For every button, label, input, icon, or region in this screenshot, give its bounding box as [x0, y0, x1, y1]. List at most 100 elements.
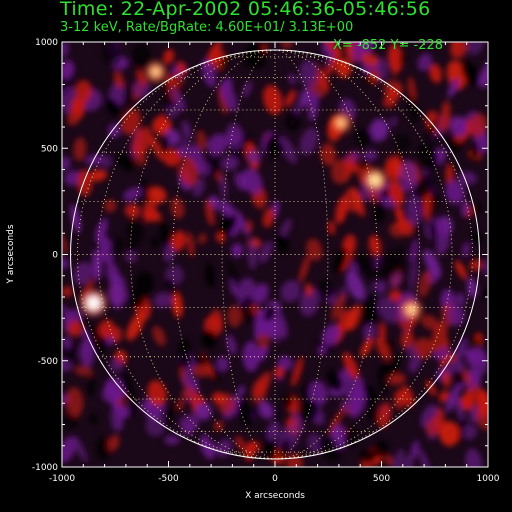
- emission-blob: [378, 364, 391, 376]
- emission-blob: [107, 434, 120, 452]
- emission-blob: [123, 82, 134, 107]
- emission-blob: [62, 42, 70, 58]
- emission-blob: [164, 72, 184, 88]
- emission-blob: [299, 59, 319, 89]
- emission-blob: [378, 250, 397, 282]
- emission-blob: [251, 405, 261, 419]
- emission-blob: [216, 439, 232, 458]
- emission-blob: [418, 270, 432, 298]
- emission-blob: [448, 359, 466, 372]
- emission-blob: [132, 43, 151, 69]
- emission-blob: [328, 409, 344, 434]
- longitude-line: [274, 49, 378, 460]
- emission-texture: [62, 42, 488, 467]
- emission-blob: [343, 188, 363, 213]
- emission-blob: [442, 371, 451, 388]
- emission-blob: [375, 337, 391, 361]
- emission-blob: [333, 247, 348, 274]
- emission-blob: [354, 129, 373, 146]
- emission-blob: [308, 91, 319, 122]
- emission-blob: [177, 397, 185, 411]
- emission-blob: [171, 87, 186, 112]
- emission-blob: [218, 211, 237, 239]
- emission-blob: [450, 116, 468, 137]
- emission-blob: [242, 341, 260, 372]
- longitude-line: [274, 49, 329, 460]
- emission-blob: [200, 434, 214, 459]
- emission-blob: [410, 440, 420, 460]
- emission-blob: [124, 250, 138, 263]
- emission-blob: [147, 186, 167, 204]
- emission-blob: [299, 87, 312, 108]
- emission-blob: [390, 44, 399, 76]
- emission-blob: [282, 392, 294, 408]
- emission-blob: [343, 424, 359, 448]
- emission-blob: [73, 137, 87, 162]
- emission-blob: [271, 309, 288, 339]
- emission-blob: [181, 120, 192, 141]
- emission-blob: [128, 402, 138, 417]
- emission-blob: [196, 129, 207, 151]
- emission-blob: [475, 407, 488, 431]
- emission-blob: [226, 334, 237, 355]
- emission-blob: [171, 290, 183, 319]
- emission-blob: [113, 70, 124, 89]
- emission-blob: [368, 234, 382, 256]
- emission-blob: [349, 403, 363, 414]
- emission-blob: [360, 384, 378, 408]
- emission-blob: [236, 435, 245, 451]
- emission-blob: [360, 336, 374, 358]
- emission-blob: [162, 148, 181, 167]
- emission-blob: [192, 364, 212, 378]
- emission-blob: [263, 85, 283, 115]
- emission-blob: [73, 435, 88, 463]
- emission-blob: [237, 385, 245, 397]
- longitude-line: [129, 49, 276, 460]
- x-tick-label: 500: [373, 474, 390, 484]
- emission-blob: [74, 365, 94, 377]
- emission-blob: [389, 354, 400, 380]
- emission-blob: [429, 63, 442, 84]
- emission-blob: [460, 199, 469, 218]
- emission-blob: [163, 401, 177, 429]
- emission-blob: [374, 201, 386, 224]
- emission-blob: [251, 379, 267, 404]
- emission-blob: [106, 97, 120, 117]
- emission-blob: [67, 319, 80, 337]
- emission-blob: [65, 387, 84, 418]
- emission-blob: [465, 448, 483, 467]
- emission-blob: [385, 455, 393, 466]
- emission-blob: [101, 42, 121, 67]
- emission-blob: [232, 245, 240, 256]
- x-tick-label: -500: [158, 474, 179, 484]
- x-axis-label: X arcseconds: [245, 491, 305, 501]
- longitude-line: [221, 49, 276, 460]
- emission-blob: [403, 454, 414, 467]
- emission-blob: [396, 218, 408, 231]
- emission-blob: [273, 366, 285, 379]
- emission-blob: [213, 199, 232, 212]
- source-core: [85, 294, 102, 311]
- emission-blob: [153, 292, 172, 309]
- emission-blob: [359, 448, 377, 463]
- emission-blob: [227, 305, 242, 328]
- y-tick-label: -1000: [32, 463, 58, 473]
- emission-blob: [280, 280, 301, 303]
- emission-blob: [256, 344, 269, 362]
- emission-blob: [422, 188, 432, 221]
- emission-blob: [471, 142, 479, 161]
- emission-blob: [187, 231, 195, 258]
- emission-blob: [299, 400, 319, 423]
- emission-blob: [455, 337, 467, 362]
- emission-blob: [457, 171, 478, 185]
- emission-blob: [197, 233, 207, 245]
- emission-blob: [417, 53, 432, 72]
- emission-blob: [178, 357, 193, 369]
- emission-blob: [466, 277, 478, 299]
- longitude-line: [274, 49, 453, 460]
- emission-blob: [163, 49, 175, 65]
- emission-blob: [211, 366, 220, 383]
- emission-blob: [258, 241, 273, 264]
